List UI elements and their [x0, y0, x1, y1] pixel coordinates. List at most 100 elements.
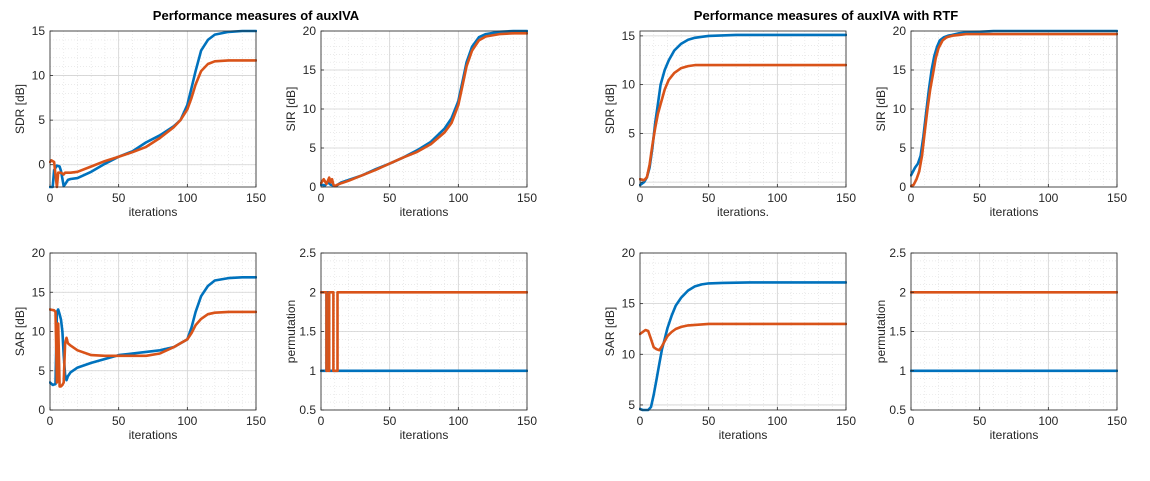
- x-tick-label: 0: [637, 414, 644, 428]
- chart-panel-6: 0 50 100 150 0 5 10 15 20 iterations SIR [dB]: [874, 24, 1127, 219]
- x-tick-label: 0: [908, 191, 915, 205]
- x-axis-label: iterations: [400, 428, 449, 442]
- chart-panel-8: 0 50 100 150 0.5 1 1.5 2 2.5 iterations permutatio…: [874, 246, 1127, 442]
- y-axis-label: SIR [dB]: [874, 87, 888, 132]
- plot-area: [640, 31, 846, 187]
- y-tick-label: 20: [893, 24, 907, 38]
- series-line-1: [49, 275, 257, 387]
- y-tick-label: 5: [628, 398, 635, 412]
- x-tick-label: 150: [517, 191, 537, 205]
- plot-area: [50, 31, 256, 187]
- y-axis-label: SAR [dB]: [13, 307, 27, 356]
- y-tick-label: 10: [893, 102, 907, 116]
- axes-box: [639, 30, 847, 188]
- x-tick-label: 100: [448, 414, 468, 428]
- x-tick-label: 100: [448, 191, 468, 205]
- y-tick-label: 15: [622, 29, 636, 43]
- x-tick-label: 0: [908, 414, 915, 428]
- y-tick-label: 0: [628, 175, 635, 189]
- x-axis-label: iterations: [719, 428, 768, 442]
- x-tick-label: 50: [383, 191, 397, 205]
- y-tick-label: 2: [899, 285, 906, 299]
- y-tick-label: 0: [38, 403, 45, 417]
- y-tick-label: 0.5: [889, 403, 906, 417]
- chart-panel-1: 0 50 100 150 0 5 10 15 iterations SDR [dB]: [13, 24, 266, 219]
- x-axis-label: iterations: [990, 205, 1039, 219]
- x-tick-label: 0: [637, 191, 644, 205]
- y-axis-label: SDR [dB]: [13, 84, 27, 134]
- y-tick-label: 2.5: [889, 246, 906, 260]
- chart-panel-4: 0 50 100 150 0.5 1 1.5 2 2.5 iterations permutatio…: [284, 246, 537, 442]
- axes-box: [639, 252, 847, 411]
- series-line-2: [639, 322, 847, 352]
- y-tick-label: 0: [899, 180, 906, 194]
- y-tick-label: 10: [303, 102, 317, 116]
- y-tick-label: 15: [893, 63, 907, 77]
- chart-panel-5: 0 50 100 150 0 5 10 15 iterations. SDR [dB]: [603, 29, 856, 219]
- x-axis-label: iterations: [129, 428, 178, 442]
- x-tick-label: 150: [246, 191, 266, 205]
- chart-panel-2: 0 50 100 150 0 5 10 15 20 iterations SIR [dB]: [284, 24, 537, 219]
- y-tick-label: 5: [309, 141, 316, 155]
- x-axis-label: iterations.: [717, 205, 769, 219]
- x-tick-label: 0: [47, 414, 54, 428]
- x-axis-label: iterations: [990, 428, 1039, 442]
- y-tick-label: 20: [303, 24, 317, 38]
- y-tick-label: 1.5: [889, 325, 906, 339]
- y-tick-label: 2.5: [299, 246, 316, 260]
- y-tick-label: 0: [309, 180, 316, 194]
- x-tick-label: 150: [836, 414, 856, 428]
- y-tick-label: 20: [32, 246, 46, 260]
- x-tick-label: 100: [1038, 414, 1058, 428]
- y-tick-label: 20: [622, 246, 636, 260]
- y-tick-label: 10: [622, 347, 636, 361]
- y-tick-label: 1: [309, 364, 316, 378]
- y-tick-label: 1.5: [299, 325, 316, 339]
- series-line-2: [910, 32, 1118, 188]
- axes-box: [49, 30, 257, 188]
- series-line-2: [49, 308, 257, 388]
- y-tick-label: 10: [32, 69, 46, 83]
- x-tick-label: 50: [383, 414, 397, 428]
- x-tick-label: 100: [177, 414, 197, 428]
- series-line-2: [320, 31, 528, 188]
- x-tick-label: 150: [517, 414, 537, 428]
- x-tick-label: 0: [318, 414, 325, 428]
- x-tick-label: 50: [973, 414, 987, 428]
- y-tick-label: 0.5: [299, 403, 316, 417]
- series-line-2: [49, 59, 257, 189]
- x-axis-label: iterations: [129, 205, 178, 219]
- y-tick-label: 5: [628, 126, 635, 140]
- y-axis-label: permutation: [874, 300, 888, 363]
- y-tick-label: 5: [899, 141, 906, 155]
- x-axis-label: iterations: [400, 205, 449, 219]
- y-tick-label: 15: [32, 285, 46, 299]
- y-axis-label: SAR [dB]: [603, 307, 617, 356]
- x-tick-label: 50: [702, 414, 716, 428]
- y-tick-label: 0: [38, 158, 45, 172]
- x-tick-label: 50: [112, 414, 126, 428]
- x-tick-label: 50: [973, 191, 987, 205]
- series-line-1: [639, 281, 847, 412]
- y-tick-label: 5: [38, 364, 45, 378]
- x-tick-label: 150: [1107, 191, 1127, 205]
- x-tick-label: 100: [767, 191, 787, 205]
- x-tick-label: 100: [767, 414, 787, 428]
- x-tick-label: 0: [318, 191, 325, 205]
- y-tick-label: 15: [622, 297, 636, 311]
- chart-panel-3: 0 50 100 150 0 5 10 15 20 iterations SAR [dB]: [13, 246, 266, 442]
- x-tick-label: 150: [246, 414, 266, 428]
- x-tick-label: 100: [1038, 191, 1058, 205]
- x-tick-label: 150: [836, 191, 856, 205]
- series-line-2: [639, 63, 847, 182]
- y-axis-label: permutation: [284, 300, 298, 363]
- series-line-2: [320, 290, 528, 373]
- y-axis-label: SIR [dB]: [284, 87, 298, 132]
- x-tick-label: 50: [702, 191, 716, 205]
- figure-title-left: Performance measures of auxIVA: [153, 8, 360, 23]
- x-tick-label: 150: [1107, 414, 1127, 428]
- y-tick-label: 1: [899, 364, 906, 378]
- y-tick-label: 15: [32, 24, 46, 38]
- y-tick-label: 5: [38, 113, 45, 127]
